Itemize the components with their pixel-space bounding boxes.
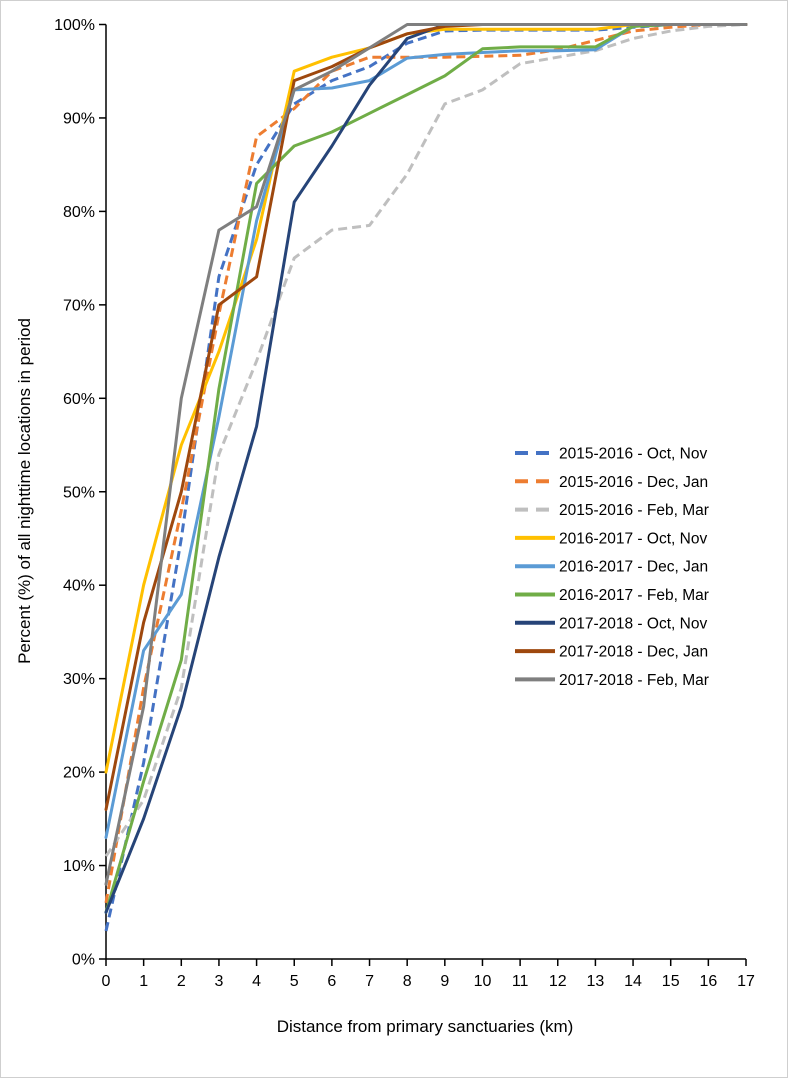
x-tick-label: 13 xyxy=(587,973,605,990)
y-tick-label: 30% xyxy=(63,671,95,688)
x-tick-label: 15 xyxy=(662,973,680,990)
series-line-2017-2018-feb-mar xyxy=(104,23,748,886)
x-tick-label: 7 xyxy=(365,973,374,990)
y-tick-label: 90% xyxy=(63,110,95,127)
y-tick-label: 70% xyxy=(63,297,95,314)
x-tick-label: 3 xyxy=(214,973,223,990)
x-tick-label: 0 xyxy=(102,973,111,990)
legend-label-2016-2017-feb-mar: 2016-2017 - Feb, Mar xyxy=(559,587,709,604)
series-line-2017-2018-oct-nov xyxy=(104,23,748,914)
x-tick-label: 10 xyxy=(474,973,492,990)
y-tick-label: 0% xyxy=(72,952,95,969)
y-tick-label: 40% xyxy=(63,578,95,595)
series-line-2016-2017-feb-mar xyxy=(104,23,748,914)
series-line-2016-2017-dec-jan xyxy=(104,23,748,839)
x-tick-label: 14 xyxy=(624,973,642,990)
x-tick-label: 17 xyxy=(737,973,755,990)
x-tick-label: 9 xyxy=(440,973,449,990)
x-tick-label: 1 xyxy=(139,973,148,990)
x-tick-label: 4 xyxy=(252,973,261,990)
y-tick-label: 60% xyxy=(63,391,95,408)
legend-label-2015-2016-dec-jan: 2015-2016 - Dec, Jan xyxy=(559,474,708,491)
y-axis-title: Percent (%) of all nighttime locations i… xyxy=(15,318,34,664)
x-tick-label: 2 xyxy=(177,973,186,990)
x-axis-title: Distance from primary sanctuaries (km) xyxy=(277,1017,574,1036)
series-line-2015-2016-feb-mar xyxy=(104,23,747,858)
legend-label-2017-2018-oct-nov: 2017-2018 - Oct, Nov xyxy=(559,615,707,632)
y-tick-label: 20% xyxy=(63,765,95,782)
y-tick-label: 50% xyxy=(63,484,95,501)
x-tick-label: 5 xyxy=(290,973,299,990)
series-line-2015-2016-dec-jan xyxy=(104,23,746,904)
legend-label-2015-2016-feb-mar: 2015-2016 - Feb, Mar xyxy=(559,502,709,519)
y-tick-label: 100% xyxy=(54,17,95,34)
series-line-2017-2018-dec-jan xyxy=(104,23,748,811)
x-tick-label: 16 xyxy=(699,973,717,990)
x-tick-label: 8 xyxy=(403,973,412,990)
series-line-2015-2016-oct-nov xyxy=(104,23,746,932)
legend-label-2017-2018-dec-jan: 2017-2018 - Dec, Jan xyxy=(559,644,708,661)
y-tick-label: 10% xyxy=(63,858,95,875)
legend-label-2017-2018-feb-mar: 2017-2018 - Feb, Mar xyxy=(559,672,709,689)
legend-label-2015-2016-oct-nov: 2015-2016 - Oct, Nov xyxy=(559,446,707,463)
y-tick-label: 80% xyxy=(63,204,95,221)
x-tick-label: 11 xyxy=(512,973,529,990)
legend-label-2016-2017-dec-jan: 2016-2017 - Dec, Jan xyxy=(559,559,708,576)
legend-label-2016-2017-oct-nov: 2016-2017 - Oct, Nov xyxy=(559,530,707,547)
x-tick-label: 12 xyxy=(549,973,567,990)
x-tick-label: 6 xyxy=(327,973,336,990)
